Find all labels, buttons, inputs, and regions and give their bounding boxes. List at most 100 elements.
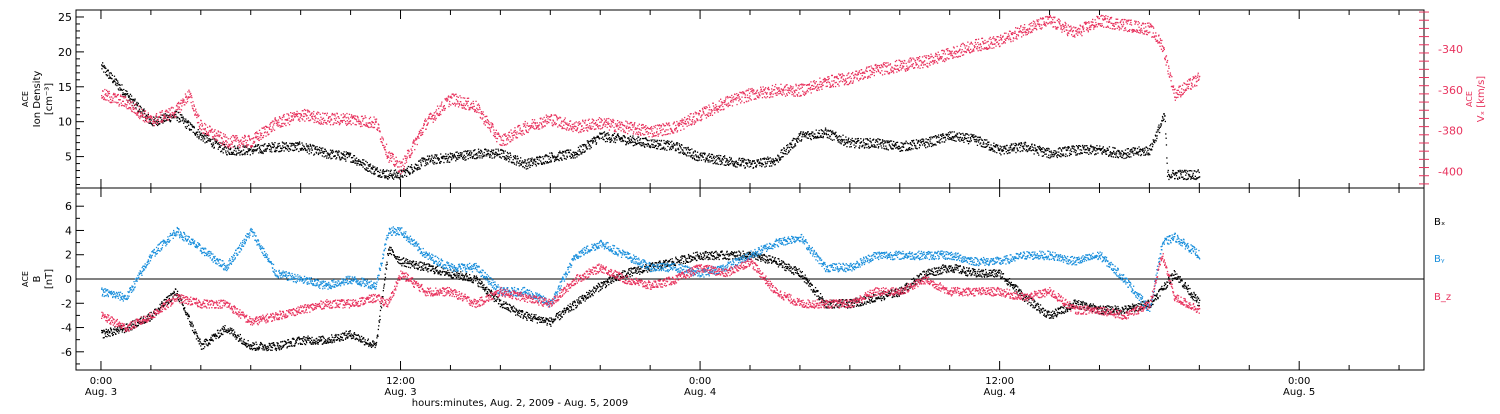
density-point <box>383 173 384 174</box>
density-point <box>529 163 530 164</box>
density-point <box>631 140 632 141</box>
density-point <box>588 141 589 142</box>
density-point <box>579 149 580 150</box>
vx-point <box>281 123 282 124</box>
density-point <box>492 158 493 159</box>
vx-point <box>654 127 655 128</box>
vx-point <box>515 132 516 133</box>
density-point <box>939 142 940 143</box>
vx-point <box>241 142 242 143</box>
vx-point <box>208 132 209 133</box>
vx-point <box>399 171 400 172</box>
density-point <box>433 158 434 159</box>
density-point <box>339 158 340 159</box>
density-point <box>197 136 198 137</box>
vx-point <box>496 130 497 131</box>
vx-point <box>453 94 454 95</box>
density-point <box>909 147 910 148</box>
density-point <box>1135 148 1136 149</box>
density-point <box>583 145 584 146</box>
density-point <box>1109 146 1110 147</box>
density-point <box>910 142 911 143</box>
vx-point <box>546 115 547 116</box>
density-point <box>116 85 117 86</box>
vx-point <box>476 108 477 109</box>
density-point <box>191 129 192 130</box>
density-point <box>945 137 946 138</box>
vx-point <box>298 113 299 114</box>
density-point <box>575 157 576 158</box>
vx-point <box>287 120 288 121</box>
density-point <box>1139 151 1140 152</box>
vx-point <box>127 108 128 109</box>
vx-point <box>458 106 459 107</box>
density-point <box>308 146 309 147</box>
density-point <box>274 142 275 143</box>
vx-point <box>703 112 704 113</box>
vx-point <box>342 120 343 121</box>
density-point <box>830 130 831 131</box>
density-point <box>255 145 256 146</box>
density-point <box>586 146 587 147</box>
vx-point <box>621 122 622 123</box>
density-point <box>1076 150 1077 151</box>
vx-point <box>606 118 607 119</box>
density-point <box>993 143 994 144</box>
density-point <box>999 153 1000 154</box>
density-point <box>787 144 788 145</box>
density-point <box>847 142 848 143</box>
density-point <box>980 137 981 138</box>
density-point <box>825 128 826 129</box>
vx-point <box>450 96 451 97</box>
density-point <box>970 137 971 138</box>
density-point <box>734 163 735 164</box>
density-point <box>1099 145 1100 146</box>
density-point <box>930 136 931 137</box>
vx-point <box>700 111 701 112</box>
vx-point <box>656 135 657 136</box>
density-point <box>537 159 538 160</box>
density-point <box>1125 150 1126 151</box>
vx-point <box>173 115 174 116</box>
vx-point <box>431 113 432 114</box>
density-point <box>447 160 448 161</box>
density-point <box>839 135 840 136</box>
vx-point <box>185 93 186 94</box>
density-point <box>1172 176 1173 177</box>
density-point <box>198 138 199 139</box>
vx-point <box>460 101 461 102</box>
vx-point <box>105 93 106 94</box>
vx-point <box>375 119 376 120</box>
density-point <box>827 137 828 138</box>
vx-point <box>576 121 577 122</box>
density-point <box>316 152 317 153</box>
density-point <box>1102 153 1103 154</box>
density-point <box>596 144 597 145</box>
vx-point <box>545 125 546 126</box>
density-point <box>1003 148 1004 149</box>
density-point <box>751 163 752 164</box>
density-point <box>576 156 577 157</box>
density-point <box>1131 149 1132 150</box>
density-point <box>573 157 574 158</box>
density-point <box>708 155 709 156</box>
vx-point <box>283 123 284 124</box>
density-point <box>850 144 851 145</box>
vx-point <box>606 120 607 121</box>
density-point <box>637 140 638 141</box>
density-point <box>1145 154 1146 155</box>
density-point <box>762 163 763 164</box>
density-point <box>877 138 878 139</box>
vx-point <box>525 121 526 122</box>
vx-point <box>387 155 388 156</box>
density-point <box>1103 152 1104 153</box>
vx-point <box>107 94 108 95</box>
vx-point <box>308 117 309 118</box>
vx-point <box>485 124 486 125</box>
vx-point <box>607 122 608 123</box>
vx-point <box>281 126 282 127</box>
vx-point <box>174 113 175 114</box>
vx-point <box>707 107 708 108</box>
vx-point <box>697 120 698 121</box>
density-point <box>397 175 398 176</box>
